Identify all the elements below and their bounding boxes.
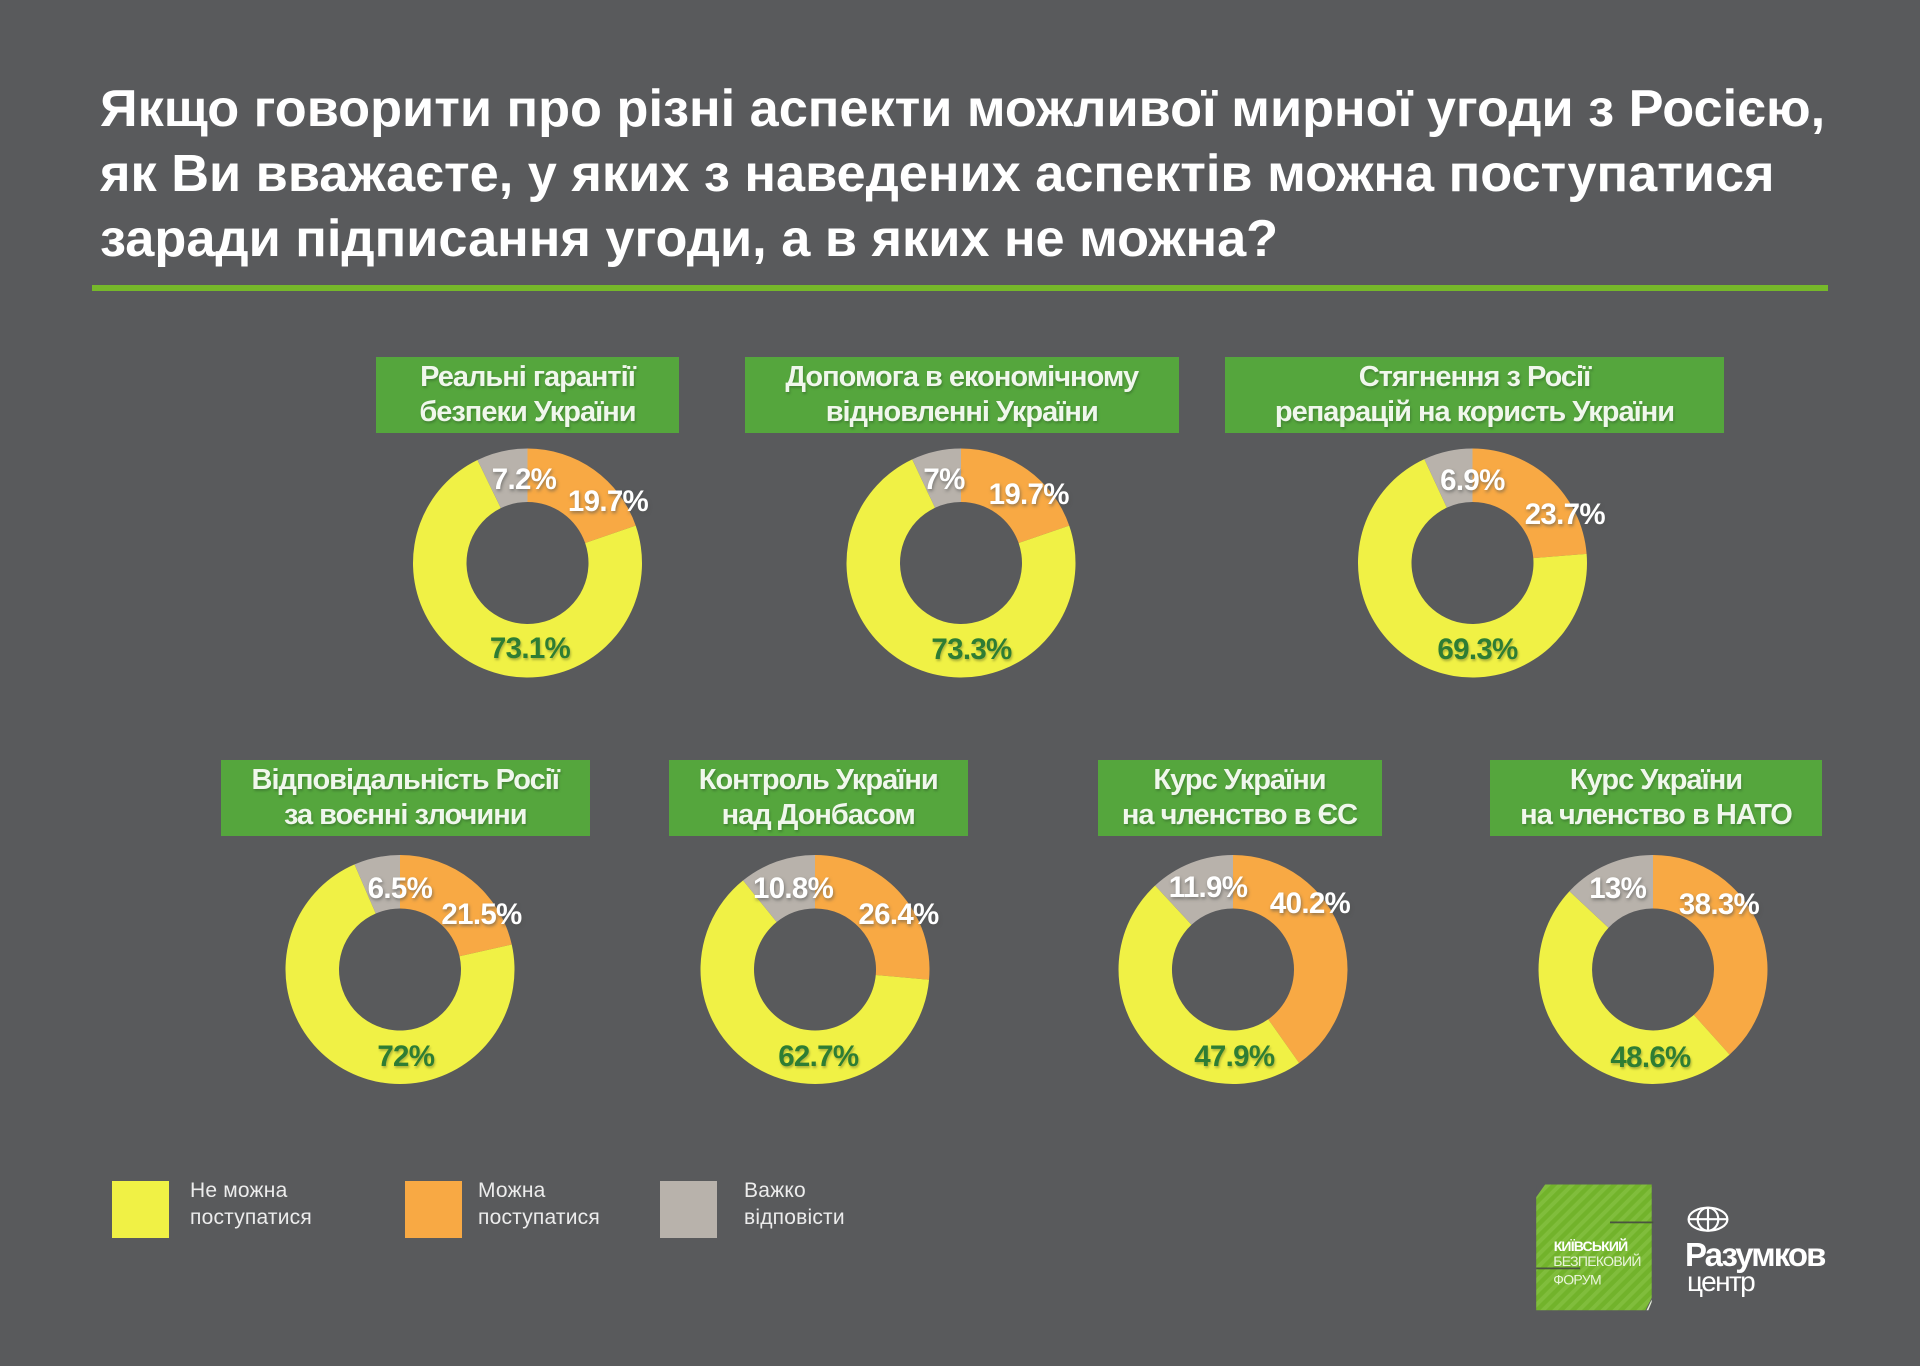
svg-text:КИЇВСЬКИЙ: КИЇВСЬКИЙ: [1554, 1237, 1628, 1254]
svg-text:БЕЗПЕКОВИЙ: БЕЗПЕКОВИЙ: [1553, 1252, 1640, 1269]
svg-text:ФОРУМ: ФОРУМ: [1553, 1272, 1601, 1288]
